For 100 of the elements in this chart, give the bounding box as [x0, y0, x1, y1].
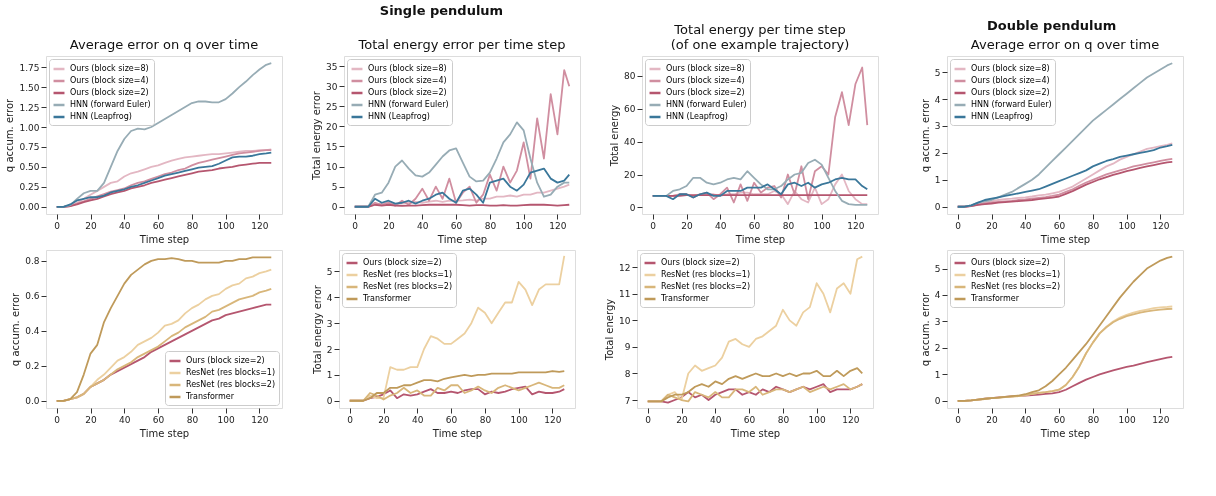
- y-tick-label: 0.75: [19, 142, 40, 153]
- x-tick-label: 60: [748, 220, 761, 231]
- y-tick-label: 5: [331, 182, 338, 193]
- x-tick-label: 0: [955, 220, 962, 231]
- x-tick-label: 80: [186, 414, 199, 425]
- y-tick-label: 5: [326, 266, 333, 277]
- legend-label: HNN (forward Euler): [368, 100, 449, 109]
- legend-label: Transformer: [362, 294, 412, 303]
- chart-title: Average error on q over time: [970, 37, 1160, 52]
- x-tick-label: 60: [1053, 414, 1066, 425]
- chart-title: Total energy error per time step: [357, 37, 566, 52]
- y-tick-label: 1.75: [19, 62, 40, 73]
- legend-label: HNN (forward Euler): [666, 100, 747, 109]
- legend-label: Ours (block size=2): [368, 88, 447, 97]
- y-axis-title: q accum. error: [919, 291, 931, 367]
- y-axis-title: Total energy: [604, 298, 616, 362]
- legend-label: Ours (block size=2): [186, 356, 265, 365]
- x-tick-label: 0: [54, 220, 61, 231]
- legend-label: HNN (Leapfrog): [971, 112, 1033, 121]
- legend-label: Ours (block size=4): [971, 76, 1050, 85]
- x-tick-label: 40: [119, 414, 131, 425]
- y-tick-label: 8: [624, 368, 631, 379]
- y-tick-label: 7: [624, 395, 631, 406]
- legend-label: ResNet (res blocks=1): [661, 270, 751, 279]
- y-axis-title: q accum. error: [10, 291, 22, 367]
- y-tick-label: 40: [624, 137, 636, 148]
- y-tick-label: 80: [624, 71, 636, 82]
- legend-label: Ours (block size=2): [70, 88, 149, 97]
- y-tick-label: 1.50: [19, 82, 40, 93]
- x-tick-label: 0: [54, 414, 61, 425]
- x-tick-label: 0: [347, 414, 354, 425]
- y-tick-label: 0.50: [19, 162, 40, 173]
- x-tick-label: 0: [955, 414, 962, 425]
- y-tick-label: 30: [326, 81, 338, 92]
- x-tick-label: 100: [808, 414, 827, 425]
- x-tick-label: 120: [842, 414, 860, 425]
- y-tick-label: 0.25: [19, 182, 40, 193]
- x-tick-label: 120: [251, 414, 269, 425]
- y-tick-label: 3: [326, 318, 333, 329]
- x-axis-title: Time step: [436, 233, 488, 245]
- legend-label: Transformer: [185, 392, 235, 401]
- x-tick-label: 80: [777, 414, 790, 425]
- y-tick-label: 60: [624, 104, 636, 115]
- x-tick-label: 80: [1087, 220, 1100, 231]
- legend-label: Transformer: [970, 294, 1020, 303]
- x-tick-label: 60: [445, 414, 458, 425]
- x-axis-title: Time step: [138, 233, 190, 245]
- y-tick-label: 4: [934, 290, 941, 301]
- legend-label: Ours (block size=8): [971, 64, 1050, 73]
- x-tick-label: 20: [986, 414, 999, 425]
- x-tick-label: 40: [1020, 414, 1032, 425]
- legend-label: Ours (block size=2): [661, 258, 740, 267]
- x-tick-label: 60: [152, 220, 165, 231]
- y-tick-label: 0: [326, 396, 333, 407]
- x-tick-label: 100: [515, 220, 534, 231]
- y-tick-label: 1.25: [19, 102, 40, 113]
- text: Single pendulum: [379, 2, 504, 18]
- text: Double pendulum: [987, 17, 1117, 33]
- legend-label: ResNet (res blocks=2): [661, 282, 751, 291]
- x-tick-label: 20: [378, 414, 391, 425]
- chart-title: Average error on q over time: [69, 37, 259, 52]
- y-tick-label: 0.6: [25, 291, 40, 302]
- legend-label: ResNet (res blocks=1): [971, 270, 1061, 279]
- y-tick-label: 0.8: [25, 256, 40, 267]
- x-tick-label: 20: [676, 414, 689, 425]
- x-tick-label: 100: [217, 414, 236, 425]
- y-tick-label: 12: [619, 262, 631, 273]
- x-tick-label: 0: [352, 220, 359, 231]
- x-tick-label: 100: [510, 414, 529, 425]
- y-tick-label: 5: [934, 67, 941, 78]
- y-axis-title: Total energy error: [311, 90, 323, 181]
- y-tick-label: 2: [934, 148, 941, 159]
- x-tick-label: 60: [1053, 220, 1066, 231]
- y-tick-label: 15: [326, 141, 338, 152]
- legend-label: HNN (forward Euler): [971, 100, 1052, 109]
- x-axis-title: Time step: [431, 427, 483, 439]
- legend-label: HNN (Leapfrog): [70, 112, 132, 121]
- x-axis-title: Time step: [734, 233, 786, 245]
- x-tick-label: 80: [782, 220, 795, 231]
- chart-title: Total energy per time step (of one example trajectory): [670, 22, 850, 52]
- legend-label: HNN (Leapfrog): [368, 112, 430, 121]
- y-tick-label: 0: [629, 202, 636, 213]
- x-tick-label: 40: [715, 220, 727, 231]
- x-tick-label: 40: [412, 414, 424, 425]
- y-tick-label: 0: [331, 202, 338, 213]
- x-tick-label: 100: [1118, 220, 1137, 231]
- legend-label: Transformer: [660, 294, 710, 303]
- y-tick-label: 1: [326, 370, 333, 381]
- x-tick-label: 20: [383, 220, 396, 231]
- y-axis-title: Total energy: [609, 104, 621, 168]
- y-tick-label: 0: [934, 202, 941, 213]
- y-axis-title: q accum. error: [4, 97, 16, 173]
- y-tick-label: 5: [934, 264, 941, 275]
- x-tick-label: 60: [152, 414, 165, 425]
- y-tick-label: 0.00: [19, 202, 40, 213]
- x-axis-title: Time step: [1039, 427, 1091, 439]
- legend-label: ResNet (res blocks=1): [186, 368, 276, 377]
- y-tick-label: 20: [624, 170, 636, 180]
- y-tick-label: 3: [934, 316, 941, 327]
- y-tick-label: 25: [326, 101, 338, 112]
